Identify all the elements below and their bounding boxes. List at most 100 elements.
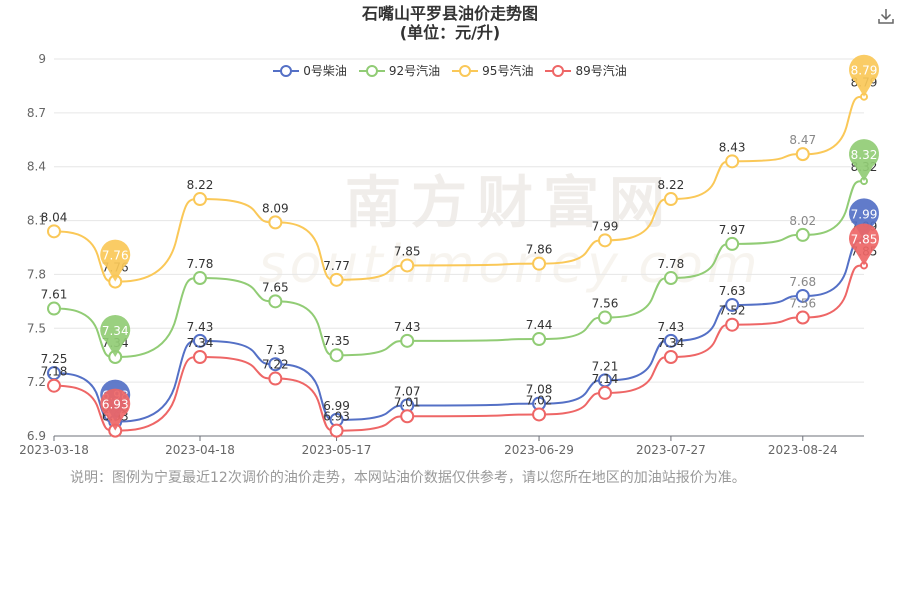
data-point[interactable] (268, 294, 283, 309)
pin-label: 8.79 (851, 64, 878, 78)
data-point[interactable] (663, 333, 678, 348)
pin-shape (100, 388, 131, 431)
pin-marker[interactable]: 7.85 (849, 223, 879, 266)
series-markers (47, 92, 868, 438)
chart-note: 说明：图例为宁夏最近12次调价的油价走势，本网站油价数据仅供参考，请以您所在地区… (70, 470, 746, 486)
data-point[interactable] (47, 378, 61, 393)
chart-title-line1: 石嘴山平罗县油价走势图 (361, 4, 538, 23)
data-label: 7.68 (789, 275, 816, 289)
data-label: 7.02 (526, 393, 553, 407)
data-label: 6.93 (323, 410, 350, 424)
data-point[interactable] (663, 350, 678, 365)
data-point[interactable] (663, 271, 678, 286)
data-label: 7.18 (41, 365, 68, 379)
data-point[interactable] (725, 154, 740, 169)
legend-symbol-icon (452, 64, 479, 77)
data-label: 7.63 (719, 284, 746, 298)
x-tick-label: 2023-07-27 (636, 443, 706, 457)
data-point[interactable] (597, 310, 612, 325)
data-point[interactable] (532, 256, 547, 271)
data-label: 8.02 (789, 214, 816, 228)
data-label: 7.43 (658, 320, 685, 334)
data-point[interactable] (400, 333, 415, 348)
pin-marker[interactable]: 8.32 (849, 139, 879, 182)
data-labels: 7.256.987.437.36.997.077.087.217.437.637… (41, 76, 878, 424)
legend-label: 0号柴油 (303, 64, 347, 78)
data-point[interactable] (795, 147, 810, 162)
data-point[interactable] (329, 423, 344, 438)
pin-marker[interactable]: 6.93 (100, 388, 131, 431)
pin-shape (100, 239, 131, 282)
data-point[interactable] (192, 271, 207, 286)
download-icon[interactable] (876, 6, 896, 26)
pin-markers: 6.987.997.348.327.768.796.937.85 (100, 54, 880, 431)
x-tick-label: 2023-03-18 (19, 443, 89, 457)
y-tick-label: 9 (38, 52, 46, 66)
data-point[interactable] (192, 192, 207, 207)
pin-marker[interactable]: 7.99 (849, 198, 879, 241)
data-point[interactable] (400, 258, 415, 273)
data-point[interactable] (795, 310, 810, 325)
data-label: 7.43 (187, 320, 214, 334)
data-point[interactable] (725, 297, 740, 312)
data-point[interactable] (795, 288, 810, 303)
data-point[interactable] (329, 272, 344, 287)
pin-label: 7.99 (851, 207, 878, 221)
data-label: 7.22 (262, 358, 289, 372)
chart-title: 石嘴山平罗县油价走势图 (单位：元/升) (0, 4, 900, 42)
data-label: 7.43 (394, 320, 421, 334)
data-label: 7.52 (719, 304, 746, 318)
pin-shape (100, 315, 131, 358)
legend-item[interactable]: 92号汽油 (358, 62, 440, 79)
series-lines (53, 95, 865, 432)
data-label: 6.99 (323, 399, 350, 413)
pin-label: 7.85 (851, 232, 878, 246)
data-point[interactable] (663, 192, 678, 207)
data-label: 7.61 (41, 288, 68, 302)
data-point[interactable] (268, 357, 283, 372)
data-label: 7.35 (323, 334, 350, 348)
pin-shape (849, 139, 879, 182)
data-point[interactable] (400, 409, 415, 424)
legend-item[interactable]: 89号汽油 (545, 62, 627, 79)
data-point[interactable] (725, 236, 740, 251)
pin-marker[interactable]: 7.76 (100, 239, 131, 282)
x-tick-label: 2023-06-29 (504, 443, 574, 457)
data-point[interactable] (268, 371, 283, 386)
y-tick-label: 6.9 (27, 429, 46, 443)
data-point[interactable] (329, 348, 344, 363)
data-point[interactable] (725, 317, 740, 332)
legend-item[interactable]: 0号柴油 (273, 62, 347, 79)
data-label: 7.3 (266, 343, 285, 357)
x-tick-label: 2023-04-18 (165, 443, 235, 457)
data-label: 8.22 (187, 178, 214, 192)
pin-marker[interactable]: 8.79 (849, 54, 880, 97)
legend-label: 95号汽油 (482, 64, 534, 78)
data-label: 8.04 (41, 210, 68, 224)
data-label: 7.01 (394, 395, 421, 409)
data-point[interactable] (192, 350, 207, 365)
data-point[interactable] (532, 407, 547, 422)
legend-item[interactable]: 95号汽油 (452, 62, 533, 79)
data-point[interactable] (597, 233, 612, 248)
data-point[interactable] (47, 301, 61, 316)
pin-label: 6.93 (102, 398, 129, 412)
data-label: 7.78 (187, 257, 214, 271)
data-point[interactable] (597, 385, 612, 400)
data-label: 7.21 (592, 359, 619, 373)
data-point[interactable] (192, 333, 207, 348)
watermark-cn: 南方财富网 (345, 171, 675, 236)
axes: 6.9 7.2 7.5 7.8 8.1 8.4 8.7 9 2023-03-18 2023-04-… (19, 52, 864, 457)
legend-label: 89号汽油 (575, 64, 627, 78)
data-point[interactable] (532, 332, 547, 347)
legend-symbol-icon (545, 64, 572, 77)
series-line (53, 95, 865, 283)
data-point[interactable] (47, 224, 61, 239)
data-point[interactable] (268, 215, 283, 230)
y-tick-label: 7.8 (27, 267, 46, 281)
series-line (53, 264, 865, 432)
pin-marker[interactable]: 7.34 (100, 315, 131, 358)
y-tick-label: 8.1 (27, 214, 46, 228)
data-point[interactable] (795, 227, 810, 242)
data-label: 7.07 (394, 384, 421, 398)
